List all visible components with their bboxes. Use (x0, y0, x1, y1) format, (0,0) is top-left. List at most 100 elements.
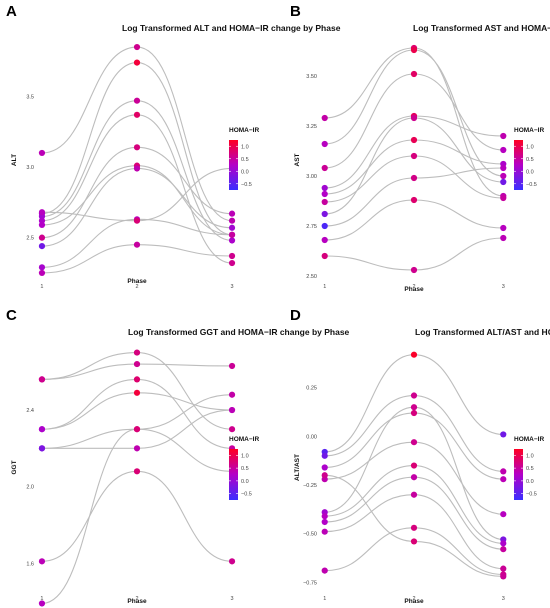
panel-title: Log Transformed ALT/AST and HOMA−IR chan… (415, 327, 550, 337)
data-point (228, 217, 236, 224)
series-line (324, 199, 504, 241)
data-point (410, 196, 418, 204)
data-point (500, 234, 507, 242)
y-tick-label: −0.25 (303, 483, 317, 489)
data-point (38, 445, 46, 452)
panel-title: Log Transformed ALT and HOMA−IR change b… (122, 23, 341, 33)
series-line (41, 394, 233, 605)
homa-legend: HOMA−IR 1.0 0.5 0.0 −0.5 (514, 127, 544, 190)
data-point (228, 406, 236, 414)
legend-tick-label: 0.5 (526, 157, 534, 163)
data-point (500, 194, 507, 202)
panel-letter: C (6, 307, 17, 324)
y-tick-label: 1.6 (26, 561, 34, 567)
data-point (500, 224, 507, 232)
data-point (133, 111, 141, 118)
data-point (500, 565, 507, 572)
y-tick-label: 0.00 (306, 434, 317, 440)
legend-tick-label: 0.0 (526, 169, 534, 175)
homa-legend: HOMA−IR 1.0 0.5 0.0 −0.5 (229, 436, 259, 500)
data-point (410, 46, 418, 54)
panel-letter: D (290, 307, 301, 324)
legend-tick-label: −0.5 (526, 182, 537, 188)
data-point (321, 472, 328, 479)
panel-letter: A (6, 3, 17, 20)
series-line (324, 527, 504, 576)
legend-tick-label: 0.0 (241, 169, 249, 175)
data-point (321, 198, 328, 206)
x-axis-label: Phase (127, 598, 147, 605)
data-point (410, 266, 418, 274)
legend-colorbar (514, 140, 523, 190)
data-point (133, 217, 141, 224)
data-point (410, 152, 418, 160)
x-tick-label: 2 (135, 596, 138, 602)
data-point (133, 349, 141, 356)
x-tick-label: 3 (502, 596, 505, 602)
data-point (500, 468, 507, 475)
panel-letter: B (290, 3, 301, 20)
data-point (133, 97, 141, 104)
data-point (321, 190, 328, 198)
y-tick-label: 3.5 (26, 94, 34, 100)
y-axis-label: ALT (11, 154, 18, 166)
data-point (500, 178, 507, 186)
panel-title: Log Transformed AST and HOMA−IR change b… (413, 23, 550, 33)
x-axis-label: Phase (127, 278, 147, 285)
data-point (410, 174, 418, 182)
data-point (410, 404, 418, 411)
data-point (500, 146, 507, 154)
y-axis-label: AST (294, 153, 301, 166)
data-point (500, 172, 507, 180)
x-tick-label: 1 (323, 596, 326, 602)
x-tick-label: 2 (412, 596, 415, 602)
data-point (133, 445, 141, 452)
data-point (500, 476, 507, 483)
data-point (321, 222, 328, 230)
data-point (410, 114, 418, 122)
data-point (321, 140, 328, 148)
data-point (410, 439, 418, 446)
data-point (321, 184, 328, 192)
x-tick-label: 3 (502, 284, 505, 290)
data-point (133, 165, 141, 172)
x-axis-label: Phase (404, 286, 424, 293)
data-point (410, 392, 418, 399)
data-point (410, 136, 418, 144)
data-point (133, 144, 141, 151)
legend-tick-label: −0.5 (241, 492, 252, 498)
panel-a: A Log Transformed ALT and HOMA−IR change … (6, 3, 341, 290)
data-point (38, 149, 46, 157)
data-point (321, 513, 328, 520)
data-point (38, 217, 46, 224)
series-line (41, 244, 233, 274)
legend-title: HOMA−IR (229, 127, 259, 134)
legend-colorbar (229, 140, 238, 190)
data-point (228, 252, 236, 260)
data-point (321, 518, 328, 526)
x-axis-label: Phase (404, 598, 424, 605)
y-tick-label: 2.0 (26, 485, 34, 491)
data-point (38, 221, 46, 229)
data-point (133, 241, 141, 248)
legend-colorbar (229, 449, 238, 500)
data-point (38, 269, 46, 277)
data-point (321, 452, 328, 459)
legend-colorbar (514, 449, 523, 500)
x-tick-label: 2 (412, 284, 415, 290)
data-point (228, 237, 236, 244)
y-axis-label: GGT (11, 460, 18, 474)
legend-tick-label: 0.0 (526, 479, 534, 485)
series-line (41, 392, 233, 430)
data-point (410, 538, 418, 545)
legend-tick-label: 0.5 (241, 157, 249, 163)
data-point (410, 491, 418, 498)
data-point (228, 231, 236, 238)
data-point (228, 210, 236, 217)
data-point (133, 376, 141, 383)
data-point (500, 511, 507, 518)
x-tick-label: 1 (40, 596, 43, 602)
data-point (133, 468, 141, 475)
y-tick-label: 0.25 (306, 386, 317, 392)
data-point (410, 462, 418, 469)
